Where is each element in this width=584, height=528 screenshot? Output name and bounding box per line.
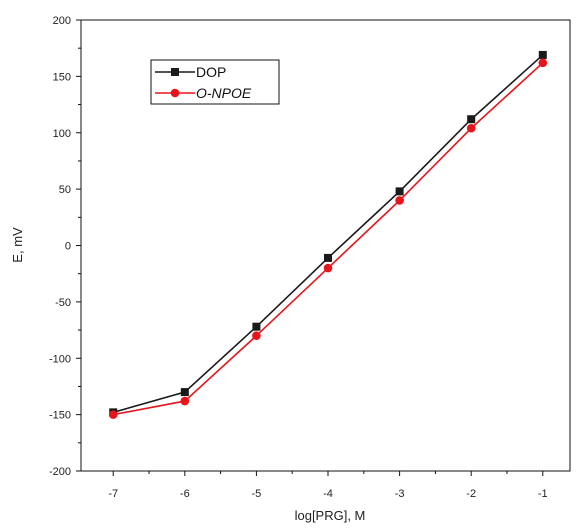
legend-marker <box>170 88 180 98</box>
series-dop <box>109 50 547 417</box>
x-tick-label: -5 <box>252 488 262 500</box>
data-point <box>323 263 333 273</box>
y-tick-label: 200 <box>53 15 71 27</box>
data-point <box>180 396 190 406</box>
series-line <box>113 62 544 416</box>
data-point <box>466 123 476 133</box>
data-point <box>252 331 261 341</box>
y-tick-label: -50 <box>55 297 71 309</box>
data-point <box>395 196 404 205</box>
data-point <box>395 187 404 196</box>
y-tick-label: 150 <box>53 71 71 83</box>
y-tick-label: -100 <box>49 353 71 365</box>
legend: DOP O-NPOE <box>150 59 280 105</box>
x-tick-label: -6 <box>180 488 190 500</box>
y-tick-label: -200 <box>49 466 71 478</box>
data-point <box>108 410 118 419</box>
y-tick-label: 0 <box>65 241 71 253</box>
y-tick-label: 50 <box>59 184 71 196</box>
legend-label: O-NPOE <box>196 85 252 101</box>
x-axis: -7 -6 -5 -4 -3 -2 -1 <box>108 471 548 500</box>
x-tick-label: -3 <box>395 488 405 500</box>
data-point <box>324 253 333 262</box>
x-tick-label: -1 <box>538 488 548 500</box>
data-point <box>467 115 476 124</box>
y-axis: -200 -150 -100 -50 0 50 100 150 200 <box>49 15 81 478</box>
data-point <box>538 58 548 68</box>
data-point <box>538 50 547 59</box>
x-tick-label: -7 <box>108 488 118 500</box>
legend-box <box>150 59 280 105</box>
legend-label: DOP <box>196 64 226 80</box>
legend-marker <box>171 68 179 76</box>
x-tick-label: -4 <box>323 488 333 500</box>
series-o-npoe <box>108 58 548 419</box>
series-line <box>112 54 544 414</box>
y-tick-label: 100 <box>53 128 71 140</box>
series-layer <box>108 50 548 419</box>
y-tick-label: -150 <box>49 410 71 422</box>
data-point <box>180 388 189 397</box>
x-tick-label: -2 <box>466 488 476 500</box>
data-point <box>252 322 261 331</box>
x-axis-title: log[PRG], M <box>295 508 366 523</box>
y-axis-title: E, mV <box>10 227 25 263</box>
